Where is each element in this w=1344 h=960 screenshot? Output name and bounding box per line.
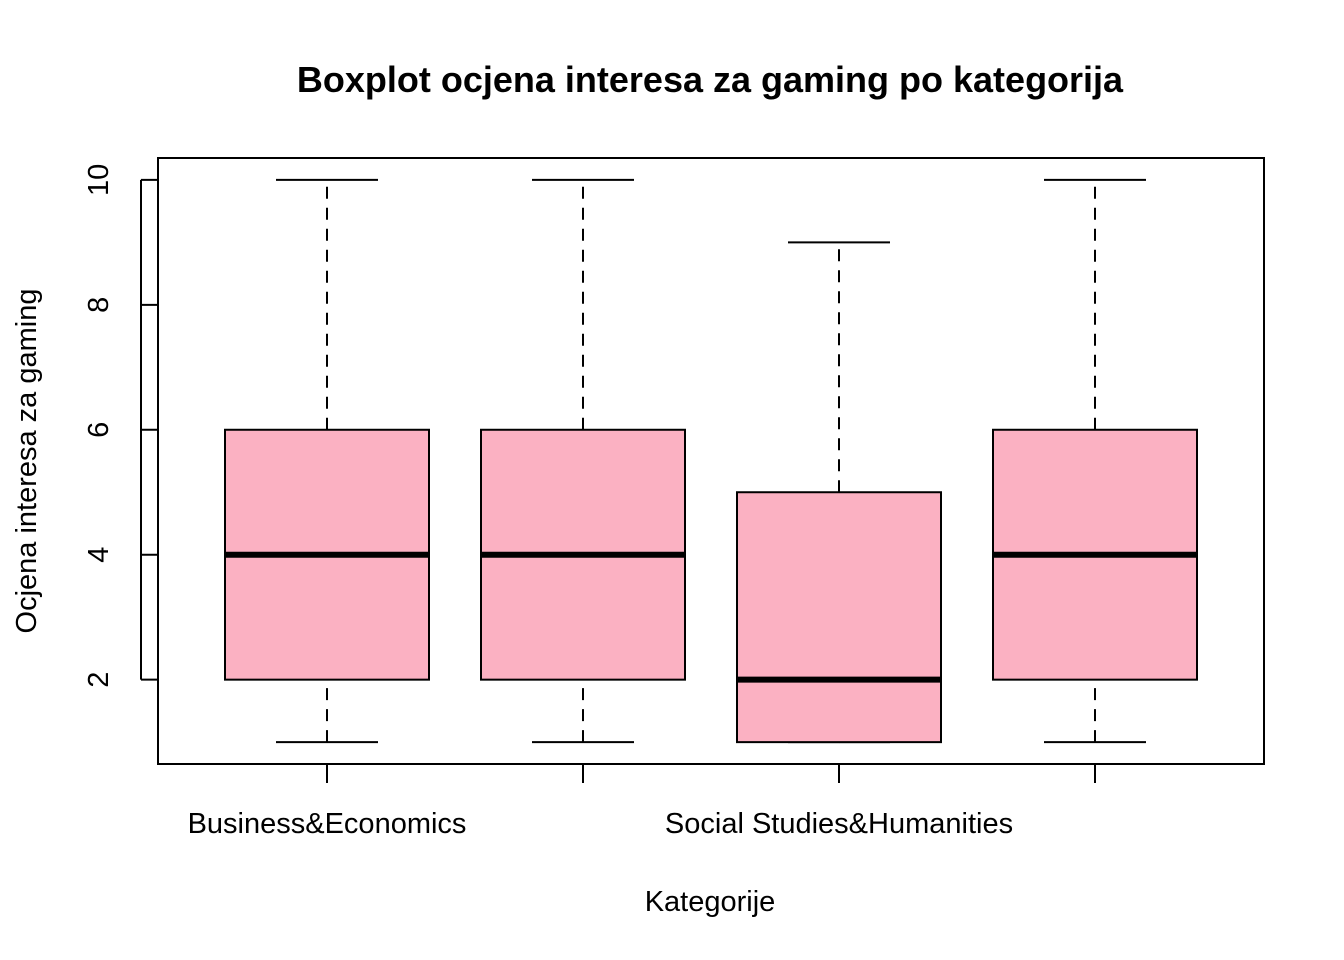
plot-area	[224, 178, 1198, 744]
x-tick-label: Business&Economics	[188, 808, 467, 840]
x-axis: Business&Economics Social Studies&Humanit…	[188, 763, 1096, 840]
y-tick-label: 6	[83, 422, 115, 438]
y-axis-label: Ocjena interesa za gaming	[11, 289, 43, 634]
box-group-2	[480, 178, 686, 744]
chart-title: Boxplot ocjena interesa za gaming po kat…	[297, 59, 1124, 100]
x-tick-label: Social Studies&Humanities	[665, 808, 1013, 840]
box-group-3	[736, 241, 942, 744]
x-axis-label: Kategorije	[645, 886, 776, 918]
box-group-4	[992, 178, 1198, 744]
y-axis: 2 4 6 8 10	[83, 164, 158, 688]
y-tick-label: 8	[83, 297, 115, 313]
box-group-1	[224, 178, 430, 744]
y-tick-label: 10	[83, 164, 115, 196]
y-tick-label: 2	[83, 672, 115, 688]
iqr-box	[736, 491, 942, 744]
y-tick-label: 4	[83, 547, 115, 563]
